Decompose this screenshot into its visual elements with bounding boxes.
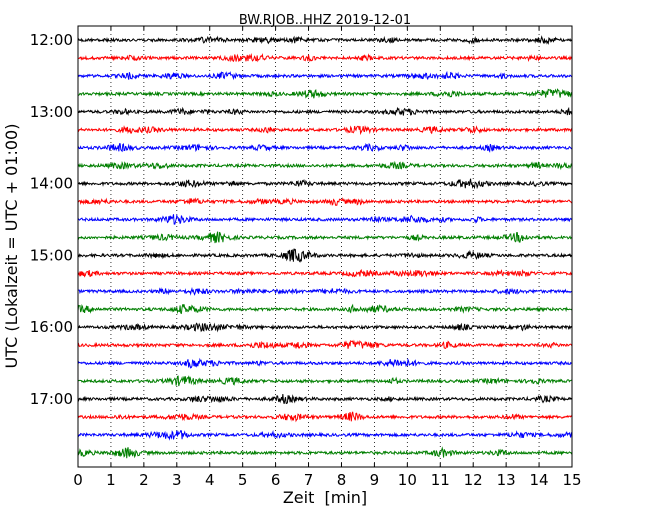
y-tick-label: 13:00	[30, 103, 73, 121]
x-tick-label: 10	[398, 471, 417, 489]
x-tick-label: 1	[106, 471, 116, 489]
trace-1730	[77, 429, 573, 441]
trace-1345	[77, 160, 573, 171]
y-tick-label: 14:00	[30, 175, 73, 193]
trace-1515	[77, 269, 573, 278]
x-tick-label: 2	[139, 471, 149, 489]
trace-1200	[77, 35, 573, 46]
trace-1645	[77, 375, 573, 387]
x-tick-label: 4	[205, 471, 215, 489]
x-tick-label: 7	[304, 471, 314, 489]
y-axis-label: UTC (Lokalzeit = UTC + 01:00)	[2, 124, 21, 369]
x-axis-label: Zeit [min]	[283, 488, 367, 507]
trace-1400	[77, 178, 573, 190]
y-tick-label: 17:00	[30, 390, 73, 408]
trace-1715	[77, 411, 573, 423]
x-tick-label: 13	[497, 471, 516, 489]
trace-1745	[77, 446, 573, 459]
trace-1315	[77, 125, 573, 136]
trace-1545	[77, 303, 573, 315]
trace-1215	[77, 52, 573, 63]
x-tick-label: 8	[337, 471, 347, 489]
traces	[77, 35, 573, 459]
trace-1245	[77, 88, 573, 99]
trace-1700	[77, 393, 573, 405]
x-tick-label: 14	[530, 471, 549, 489]
y-tick-label: 16:00	[30, 318, 73, 336]
trace-1615	[77, 339, 573, 350]
x-tick-label: 11	[431, 471, 450, 489]
chart-title: BW.RJOB..HHZ 2019-12-01	[239, 13, 411, 28]
grid-lines	[110, 26, 540, 467]
plot-frame	[77, 25, 573, 468]
trace-1230	[77, 70, 573, 81]
x-tick-label: 6	[271, 471, 281, 489]
trace-1500	[77, 248, 573, 263]
x-tick-label: 9	[370, 471, 380, 489]
trace-1300	[77, 106, 573, 117]
y-tick-label: 15:00	[30, 246, 73, 264]
x-tick-label: 5	[238, 471, 248, 489]
x-tick-label: 12	[464, 471, 483, 489]
trace-1530	[77, 286, 573, 296]
x-tick-label: 3	[172, 471, 182, 489]
trace-1600	[77, 322, 573, 333]
y-tick-label: 12:00	[30, 31, 73, 49]
x-tick-label: 15	[562, 471, 581, 489]
trace-1415	[77, 197, 573, 206]
trace-1630	[77, 357, 573, 369]
trace-1330	[77, 142, 573, 153]
trace-1445	[77, 231, 573, 244]
x-axis-ticks: 0 1 2 3 4 5 6 7 8 9 10 11 12 13 14 15	[73, 26, 582, 489]
trace-1430	[77, 213, 573, 225]
x-tick-label: 0	[73, 471, 83, 489]
y-axis-ticks: 12:00 13:00 14:00 15:00 16:00 17:00	[30, 31, 572, 408]
